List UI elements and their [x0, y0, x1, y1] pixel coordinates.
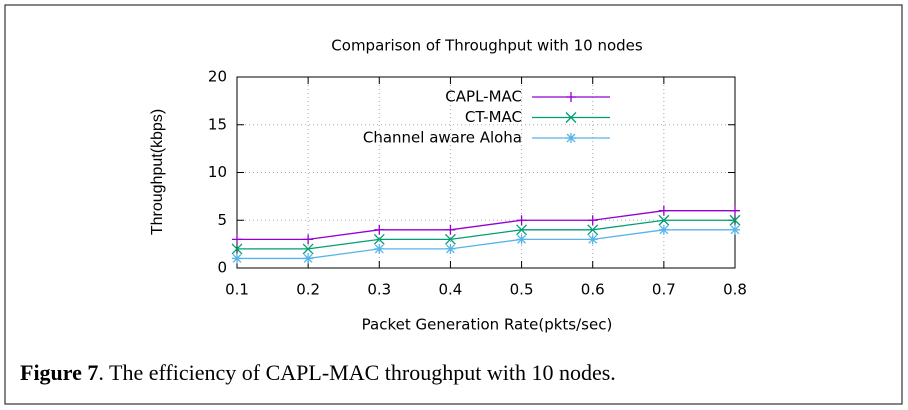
marker: [231, 243, 243, 255]
marker: [373, 233, 385, 245]
marker: [565, 112, 577, 123]
marker: [729, 214, 741, 226]
marker: [658, 224, 669, 235]
x-tick-label: 0.5: [510, 281, 534, 299]
y-tick-label: 0: [217, 259, 227, 277]
marker: [232, 234, 242, 245]
y-tick-label: 5: [217, 211, 227, 229]
marker: [516, 224, 528, 236]
marker: [374, 243, 385, 254]
y-axis-label: Throughput(kbps): [149, 109, 166, 235]
x-tick-label: 0.7: [652, 281, 676, 299]
x-axis-label: Packet Generation Rate(pkts/sec): [362, 316, 613, 334]
chart-title: Comparison of Throughput with 10 nodes: [331, 37, 643, 55]
y-tick-label: 20: [208, 68, 227, 86]
marker: [374, 224, 385, 235]
marker: [658, 214, 670, 226]
marker: [566, 133, 576, 143]
legend-label: Channel aware Aloha: [363, 129, 522, 147]
figure-border: [4, 4, 903, 405]
marker: [303, 253, 314, 264]
marker: [587, 224, 599, 236]
marker: [516, 234, 527, 245]
marker: [658, 205, 669, 216]
x-tick-label: 0.8: [723, 281, 747, 299]
y-tick-label: 15: [208, 115, 227, 133]
x-tick-label: 0.2: [296, 281, 320, 299]
marker: [730, 224, 740, 235]
marker: [587, 215, 598, 226]
marker: [232, 253, 242, 264]
series-line: [237, 229, 735, 260]
marker: [444, 233, 456, 245]
marker: [587, 234, 598, 245]
marker: [730, 205, 740, 216]
x-tick-label: 0.1: [225, 281, 249, 299]
marker: [566, 92, 576, 102]
x-tick-label: 0.3: [367, 281, 391, 299]
marker: [445, 224, 456, 235]
plot-frame: [236, 76, 736, 269]
series-line: [237, 219, 735, 250]
caption: Figure 7. The efficiency of CAPL-MAC thr…: [20, 360, 616, 385]
legend-label: CT-MAC: [465, 108, 522, 126]
legend-label: CAPL-MAC: [445, 88, 522, 106]
series-line: [237, 210, 735, 240]
caption-label: Figure 7: [20, 360, 98, 385]
x-tick-label: 0.6: [581, 281, 605, 299]
y-tick-label: 10: [208, 163, 227, 181]
marker: [302, 243, 314, 255]
marker: [445, 243, 456, 254]
marker: [303, 234, 314, 245]
caption-text: . The efficiency of CAPL-MAC throughput …: [98, 360, 615, 385]
x-tick-label: 0.4: [438, 281, 462, 299]
marker: [516, 215, 527, 226]
